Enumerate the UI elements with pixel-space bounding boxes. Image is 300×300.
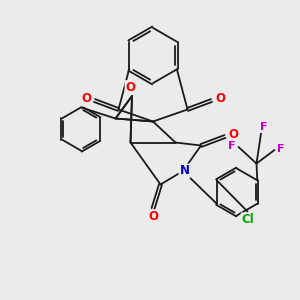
Text: O: O xyxy=(228,128,239,142)
Text: O: O xyxy=(215,92,225,106)
Text: F: F xyxy=(260,122,268,132)
Text: N: N xyxy=(179,164,190,178)
Text: Cl: Cl xyxy=(242,213,254,226)
Text: O: O xyxy=(148,210,158,224)
Text: F: F xyxy=(278,143,285,154)
Text: O: O xyxy=(81,92,91,106)
Text: O: O xyxy=(125,81,136,94)
Text: F: F xyxy=(228,140,236,151)
